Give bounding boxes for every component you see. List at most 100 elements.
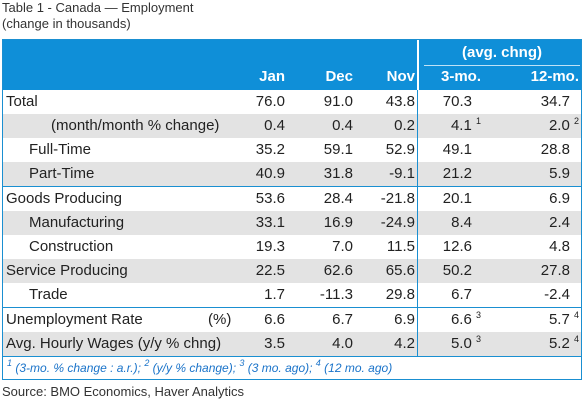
footnote-num-1: 1 [7,358,13,368]
cell-number: 65.6 [385,262,415,279]
col-header-12mo: 12-mo. [530,68,579,85]
cell-value: 1.7 [215,283,285,307]
cell-number: 2.4 [549,214,570,231]
cell-value: 31.8 [285,162,353,186]
row-label: Unemployment Rate [6,311,143,328]
avg-change-label: (avg. chng) [461,44,542,61]
cell-value: 65.6 [353,259,415,283]
footnote-marker: 3 [475,334,481,344]
cell-value: 6.9 [353,308,415,332]
cell-number: -21.8 [380,190,415,207]
cell-number: 31.8 [323,165,353,182]
cell-value: 4.0 [285,332,353,356]
cell-number: 43.8 [385,93,415,110]
table-row: (month/month % change) 0.4 0.4 0.2 4.1 1 2.0 … [3,114,581,138]
column-divider [417,138,418,162]
cell-value: 49.1 [419,138,481,162]
table-row: Total 76.0 91.0 43.8 70.3 34.7 [3,90,581,114]
cell-value: 27.8 [481,259,579,283]
cell-value: 29.8 [353,283,415,307]
table-body: Total 76.0 91.0 43.8 70.3 34.7 (month/month % … [3,90,581,356]
cell-number: 1.7 [264,286,285,303]
table-row: Construction 19.3 7.0 11.5 12.6 4.8 [3,235,581,259]
cell-number: 0.4 [332,117,353,134]
row-label: Part-Time [29,165,95,182]
cell-number: 28.4 [323,190,353,207]
cell-value: 5.9 [481,162,579,186]
cell-value: 2.0 2 [481,114,579,138]
cell-number: 22.5 [255,262,285,279]
cell-value: 5.0 3 [419,332,481,356]
cell-value: 12.6 [419,235,481,259]
cell-value: 2.4 [481,211,579,235]
cell-value: 20.1 [419,187,481,211]
table-header: (avg. chng) Jan Dec Nov 3-mo. 12-mo. [3,40,581,90]
cell-number: 53.6 [255,190,285,207]
cell-number: 6.9 [394,311,415,328]
cell-value: 6.9 [481,187,579,211]
cell-number: 52.9 [385,141,415,158]
column-divider [417,187,418,211]
table-row: Unemployment Rate (%) 6.6 6.7 6.9 6.6 3 5.7 4 [3,307,581,332]
column-divider [417,283,418,307]
cell-number: 5.9 [549,165,570,182]
cell-number: 59.1 [323,141,353,158]
cell-value: 6.6 3 [419,308,481,332]
cell-value: -24.9 [353,211,415,235]
row-label: Full-Time [29,141,91,158]
row-label: Construction [29,238,114,255]
cell-number: 6.6 [450,311,472,328]
cell-number: 33.1 [255,214,285,231]
table-row: Goods Producing 53.6 28.4 -21.8 20.1 6.9 [3,186,581,211]
cell-number: 3.5 [264,335,285,352]
cell-number: 27.8 [540,262,570,279]
cell-value: -9.1 [353,162,415,186]
cell-value: 62.6 [285,259,353,283]
footnote-marker: 4 [573,334,579,344]
cell-value: 40.9 [215,162,285,186]
column-divider [417,308,418,332]
cell-number: 76.0 [255,93,285,110]
cell-number: 0.4 [264,117,285,134]
cell-value: 11.5 [353,235,415,259]
cell-value: 5.7 4 [481,308,579,332]
cell-value: 52.9 [353,138,415,162]
cell-number: 6.7 [451,286,472,303]
cell-number: -24.9 [380,214,415,231]
cell-number: 6.7 [332,311,353,328]
table-row: Service Producing 22.5 62.6 65.6 50.2 27.8 [3,259,581,283]
cell-number: -9.1 [389,165,415,182]
cell-value: 6.7 [419,283,481,307]
footnote-num-4: 4 [315,358,321,368]
footnote-marker: 1 [475,116,481,126]
footnote-marker: 2 [573,116,579,126]
cell-value: 34.7 [481,90,579,114]
source-note: Source: BMO Economics, Haver Analytics [2,384,245,399]
cell-number: 70.3 [442,93,472,110]
cell-number: 28.8 [540,141,570,158]
col-header-dec: Dec [325,68,353,85]
footnote-num-2: 2 [144,358,150,368]
footnote-2: (y/y % change); [152,361,237,375]
footnote-3: (3 mo. ago); [247,361,313,375]
cell-number: 91.0 [323,93,353,110]
row-label: Total [6,93,38,110]
cell-value: 8.4 [419,211,481,235]
row-label: (month/month % change) [51,117,220,134]
cell-value: -21.8 [353,187,415,211]
table-row: Part-Time 40.9 31.8 -9.1 21.2 5.9 [3,162,581,186]
row-label: Service Producing [6,262,128,279]
row-label: Goods Producing [6,190,122,207]
col-header-3mo: 3-mo. [440,68,481,85]
footnote-4: (12 mo. ago) [324,361,393,375]
column-divider [417,90,418,114]
cell-value: 28.4 [285,187,353,211]
cell-number: 49.1 [442,141,472,158]
cell-number: 2.0 [548,117,570,134]
row-label: Avg. Hourly Wages (y/y % chng) [6,335,222,352]
table-row: Full-Time 35.2 59.1 52.9 49.1 28.8 [3,138,581,162]
column-divider [417,259,418,283]
cell-number: 5.2 [548,335,570,352]
col-header-nov: Nov [386,68,415,85]
row-label: Manufacturing [29,214,125,231]
